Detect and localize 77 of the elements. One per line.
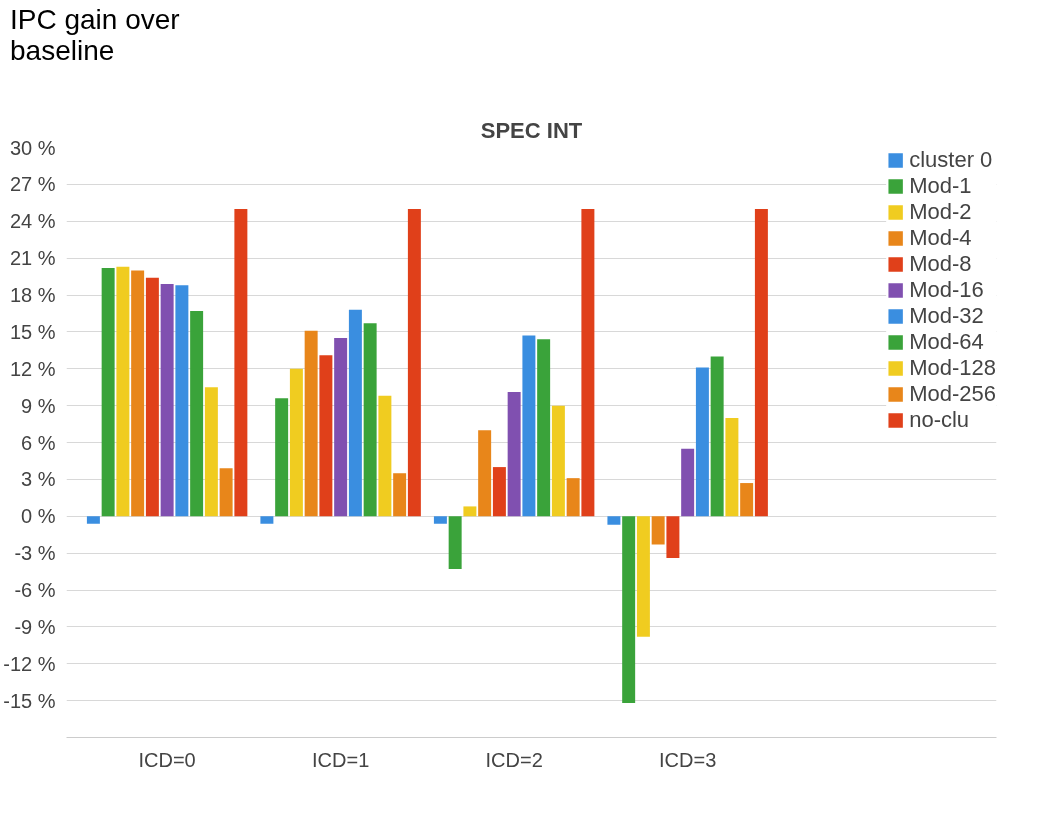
legend-label: Mod-32 [909, 303, 984, 329]
x-tick-label: ICD=3 [659, 748, 717, 771]
y-tick-label: 21 % [9, 247, 56, 270]
bar [478, 430, 492, 517]
bar [378, 395, 392, 517]
bar [86, 516, 100, 524]
legend-label: cluster 0 [909, 147, 993, 173]
y-tick-label: -15 % [3, 689, 56, 712]
legend-label: Mod-2 [909, 199, 972, 225]
bar [393, 473, 407, 517]
y-tick-label: -12 % [3, 652, 56, 675]
y-tick-label: 3 % [21, 468, 56, 491]
bar [304, 330, 318, 517]
chart-title: SPEC INT [480, 117, 583, 143]
y-tick-label: 24 % [9, 210, 56, 233]
bar [666, 516, 680, 559]
bar [740, 483, 754, 517]
bar [448, 516, 462, 570]
bar [433, 516, 447, 524]
y-tick-label: 30 % [9, 136, 56, 159]
bar [260, 516, 274, 524]
bar [651, 516, 665, 545]
bar [507, 392, 521, 517]
y-tick-label: 15 % [9, 320, 56, 343]
bar [275, 398, 289, 517]
bar [551, 405, 565, 517]
bar [407, 208, 421, 517]
y-tick-label: 6 % [21, 431, 56, 454]
x-tick-label: ICD=1 [312, 748, 370, 771]
bar [710, 356, 724, 517]
legend-label: Mod-16 [909, 277, 984, 303]
bar [566, 478, 580, 517]
bar [190, 310, 204, 517]
y-tick-label: 0 % [21, 505, 56, 528]
bar [695, 367, 709, 517]
bar [463, 506, 477, 517]
y-tick-label: 9 % [21, 394, 56, 417]
bar [334, 338, 348, 517]
y-tick-label: 12 % [9, 357, 56, 380]
bar [492, 467, 506, 517]
legend-label: Mod-8 [909, 251, 972, 277]
y-axis-title: IPC gain over baseline [10, 4, 180, 67]
bar [537, 339, 551, 517]
bar [289, 368, 303, 517]
legend-label: no-clu [909, 407, 970, 433]
legend-label: Mod-4 [909, 225, 972, 251]
bar [319, 355, 333, 517]
bar [581, 208, 595, 517]
bar [622, 516, 636, 704]
bar [204, 387, 218, 517]
bar [160, 283, 174, 517]
bar [754, 208, 768, 517]
legend-label: Mod-256 [909, 381, 996, 407]
bar [363, 323, 377, 517]
bar [116, 266, 130, 517]
legend-label: Mod-1 [909, 173, 972, 199]
x-tick-label: ICD=2 [485, 748, 543, 771]
y-tick-label: 27 % [9, 173, 56, 196]
bar [348, 309, 362, 517]
bar [681, 448, 695, 517]
y-tick-label: -9 % [14, 615, 56, 638]
legend-label: Mod-128 [909, 355, 996, 381]
x-tick-label: ICD=0 [138, 748, 196, 771]
y-tick-label: 18 % [9, 284, 56, 306]
bar [607, 516, 621, 525]
bar [636, 516, 650, 637]
bar [725, 417, 739, 517]
bar [234, 208, 248, 517]
y-tick-label: -6 % [14, 579, 56, 601]
bar [175, 285, 189, 517]
bar [219, 468, 233, 517]
bar [145, 277, 159, 517]
y-tick-label: -3 % [14, 542, 56, 565]
bar [522, 335, 536, 517]
bar [131, 270, 145, 517]
legend-label: Mod-64 [909, 329, 984, 355]
bar [101, 267, 115, 517]
